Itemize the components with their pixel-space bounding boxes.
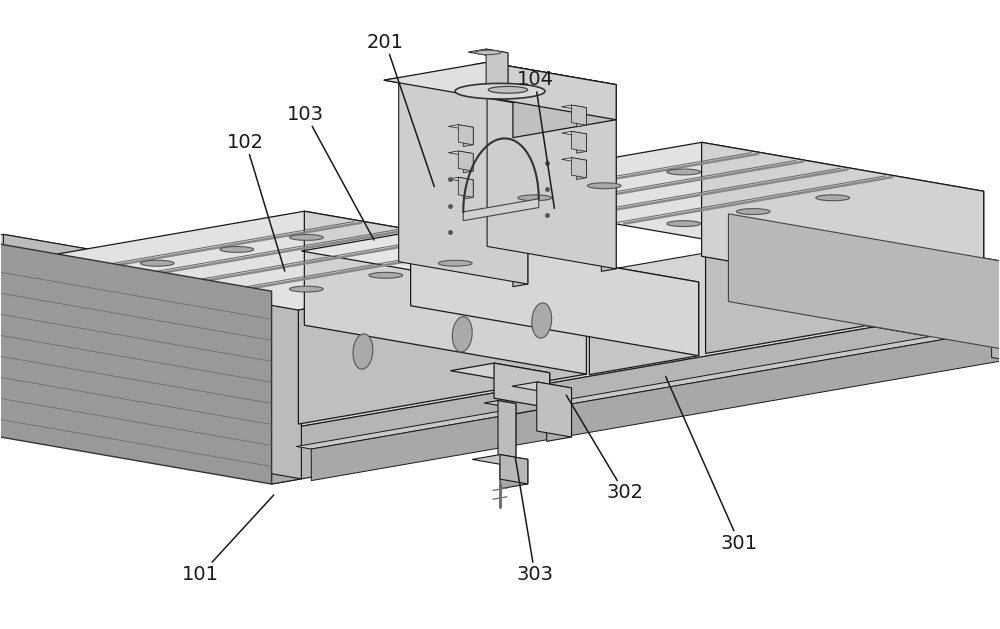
- Polygon shape: [448, 151, 473, 155]
- Text: 303: 303: [515, 458, 553, 584]
- Polygon shape: [272, 286, 301, 484]
- Polygon shape: [369, 272, 403, 278]
- Text: 101: 101: [182, 495, 274, 584]
- Polygon shape: [272, 301, 1000, 484]
- Text: 103: 103: [287, 104, 374, 240]
- Polygon shape: [562, 105, 586, 109]
- Polygon shape: [500, 455, 528, 484]
- Polygon shape: [0, 240, 272, 484]
- Polygon shape: [490, 53, 508, 94]
- Polygon shape: [512, 382, 572, 392]
- Polygon shape: [472, 62, 616, 87]
- Polygon shape: [458, 177, 473, 198]
- Polygon shape: [411, 232, 699, 355]
- Polygon shape: [301, 232, 699, 301]
- Polygon shape: [816, 195, 850, 201]
- Polygon shape: [472, 455, 528, 464]
- Polygon shape: [736, 209, 770, 214]
- Text: 302: 302: [566, 395, 643, 503]
- Polygon shape: [576, 134, 586, 153]
- Polygon shape: [311, 328, 1000, 481]
- Polygon shape: [728, 249, 1000, 353]
- Polygon shape: [220, 247, 254, 252]
- Polygon shape: [518, 195, 552, 201]
- Text: 201: 201: [367, 33, 434, 187]
- Polygon shape: [458, 151, 473, 171]
- Polygon shape: [450, 363, 550, 381]
- Polygon shape: [992, 326, 1000, 360]
- Polygon shape: [463, 180, 473, 199]
- Polygon shape: [572, 131, 586, 152]
- Polygon shape: [438, 260, 472, 266]
- Polygon shape: [502, 404, 516, 465]
- Polygon shape: [289, 235, 323, 240]
- Polygon shape: [487, 62, 616, 269]
- Polygon shape: [562, 158, 586, 162]
- Polygon shape: [448, 177, 473, 182]
- Polygon shape: [547, 388, 572, 442]
- Polygon shape: [587, 183, 621, 189]
- Polygon shape: [458, 125, 473, 145]
- Polygon shape: [141, 260, 174, 266]
- Polygon shape: [424, 142, 984, 240]
- Polygon shape: [562, 131, 586, 136]
- Polygon shape: [486, 49, 508, 91]
- Polygon shape: [537, 382, 572, 437]
- Polygon shape: [289, 286, 323, 292]
- Polygon shape: [488, 86, 528, 93]
- Polygon shape: [384, 62, 616, 103]
- Polygon shape: [463, 153, 473, 173]
- Text: 102: 102: [227, 133, 285, 271]
- Polygon shape: [667, 221, 701, 226]
- Polygon shape: [452, 316, 472, 352]
- Polygon shape: [487, 62, 616, 120]
- Polygon shape: [298, 260, 586, 424]
- Polygon shape: [0, 235, 301, 291]
- Polygon shape: [532, 303, 552, 338]
- Polygon shape: [506, 373, 550, 415]
- Polygon shape: [16, 211, 586, 310]
- Polygon shape: [589, 282, 699, 375]
- Polygon shape: [484, 401, 516, 406]
- Polygon shape: [702, 142, 984, 305]
- Text: 301: 301: [666, 377, 758, 552]
- Polygon shape: [572, 105, 586, 125]
- Polygon shape: [576, 160, 586, 179]
- Polygon shape: [498, 401, 516, 464]
- Text: 104: 104: [516, 70, 554, 208]
- Polygon shape: [3, 235, 301, 479]
- Polygon shape: [997, 265, 1000, 359]
- Polygon shape: [576, 108, 586, 127]
- Polygon shape: [296, 326, 1000, 449]
- Polygon shape: [601, 85, 616, 271]
- Polygon shape: [463, 127, 473, 147]
- Polygon shape: [500, 459, 528, 489]
- Polygon shape: [494, 363, 550, 408]
- Polygon shape: [513, 85, 616, 138]
- Polygon shape: [572, 158, 586, 178]
- Polygon shape: [353, 334, 373, 369]
- Polygon shape: [468, 49, 508, 56]
- Polygon shape: [0, 249, 1000, 431]
- Polygon shape: [513, 100, 528, 287]
- Polygon shape: [728, 214, 1000, 353]
- Polygon shape: [399, 77, 528, 284]
- Polygon shape: [304, 211, 586, 374]
- Polygon shape: [728, 214, 1000, 353]
- Polygon shape: [384, 77, 528, 103]
- Polygon shape: [463, 199, 539, 221]
- Polygon shape: [706, 191, 984, 353]
- Polygon shape: [667, 169, 701, 175]
- Polygon shape: [699, 214, 1000, 270]
- Polygon shape: [475, 50, 501, 55]
- Polygon shape: [448, 125, 473, 129]
- Polygon shape: [455, 84, 545, 99]
